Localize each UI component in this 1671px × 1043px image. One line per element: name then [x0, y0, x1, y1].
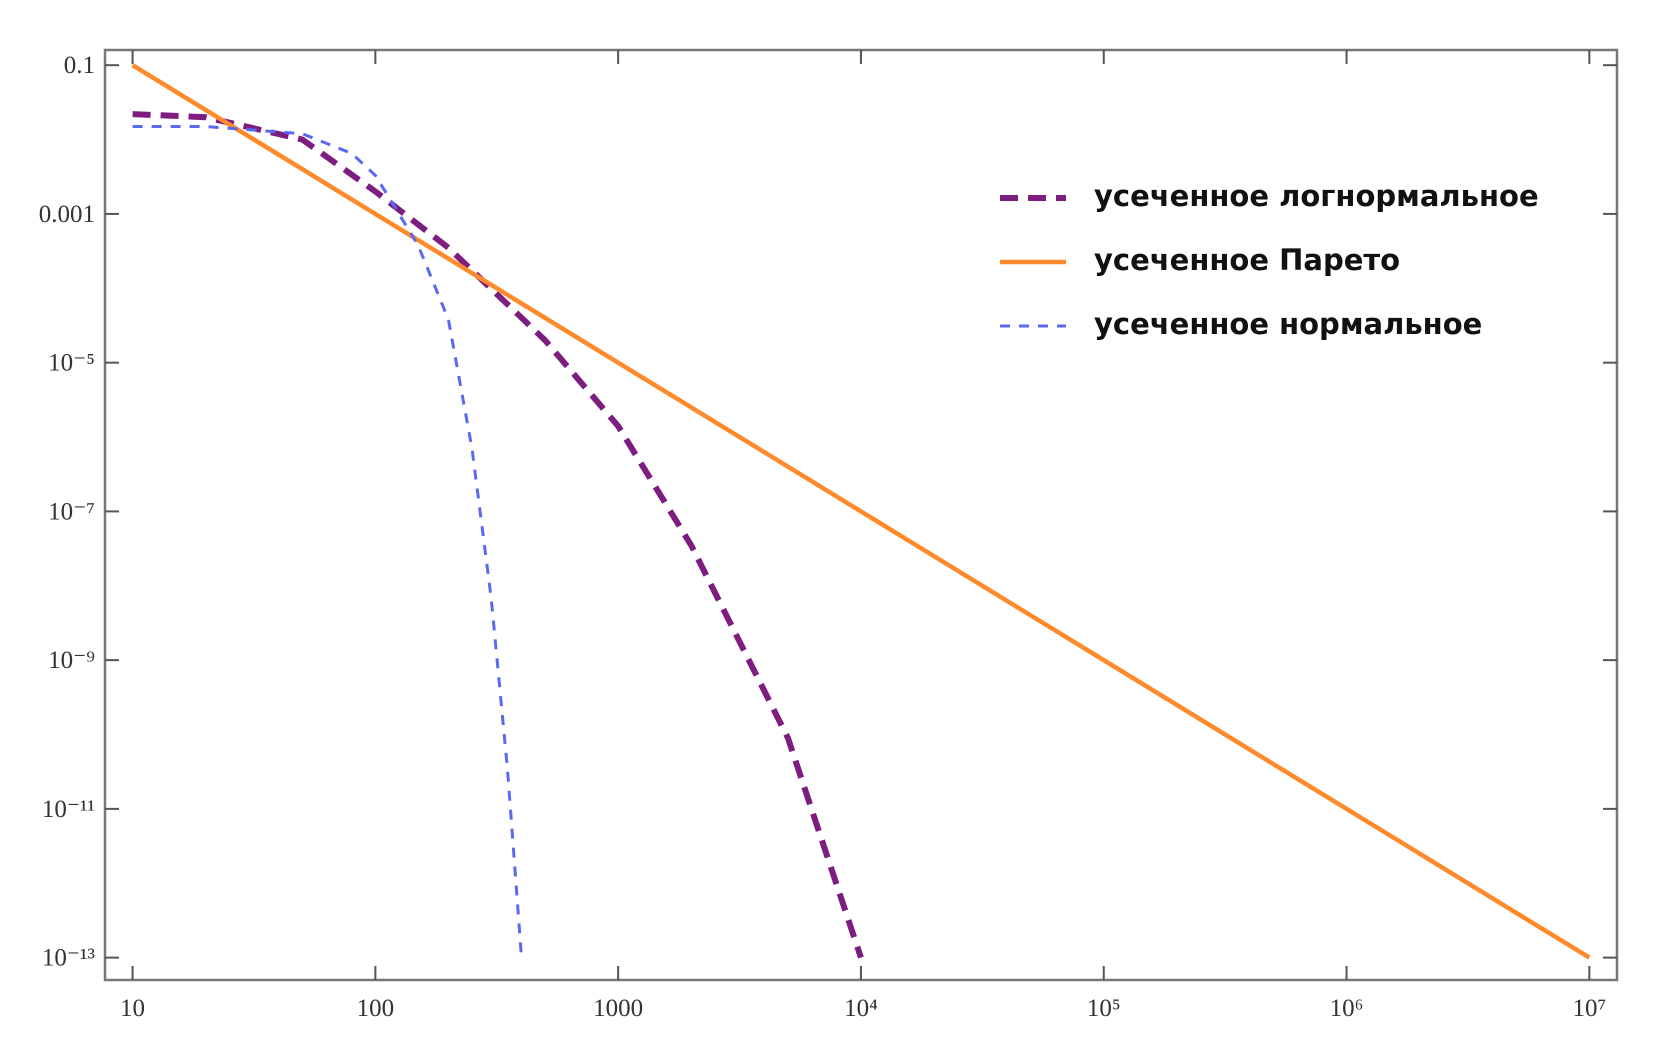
x-tick-label: 10⁵ [1087, 995, 1121, 1022]
x-tick-label: 10⁶ [1330, 995, 1364, 1022]
y-tick-label: 10⁻⁷ [48, 498, 95, 525]
y-tick-label: 0.001 [39, 201, 95, 228]
y-tick-label: 10⁻¹¹ [42, 796, 95, 823]
series-line [132, 111, 864, 959]
series-line [131, 63, 1591, 960]
y-tick-label: 0.1 [64, 52, 95, 79]
y-tick-label: 10⁻⁹ [48, 647, 95, 674]
x-tick-label: 10 [120, 995, 145, 1022]
legend-label: усеченное нормальное [1094, 307, 1482, 341]
legend-label: усеченное логнормальное [1094, 179, 1539, 213]
series-line [132, 125, 523, 958]
x-tick-label: 1000 [593, 995, 643, 1022]
x-tick-label: 10⁴ [844, 995, 878, 1022]
x-tick-label: 10⁷ [1572, 995, 1606, 1022]
x-tick-label: 100 [357, 995, 395, 1022]
y-tick-label: 10⁻⁵ [48, 350, 95, 377]
legend-label: усеченное Парето [1094, 243, 1400, 277]
y-tick-label: 10⁻¹³ [42, 945, 96, 972]
